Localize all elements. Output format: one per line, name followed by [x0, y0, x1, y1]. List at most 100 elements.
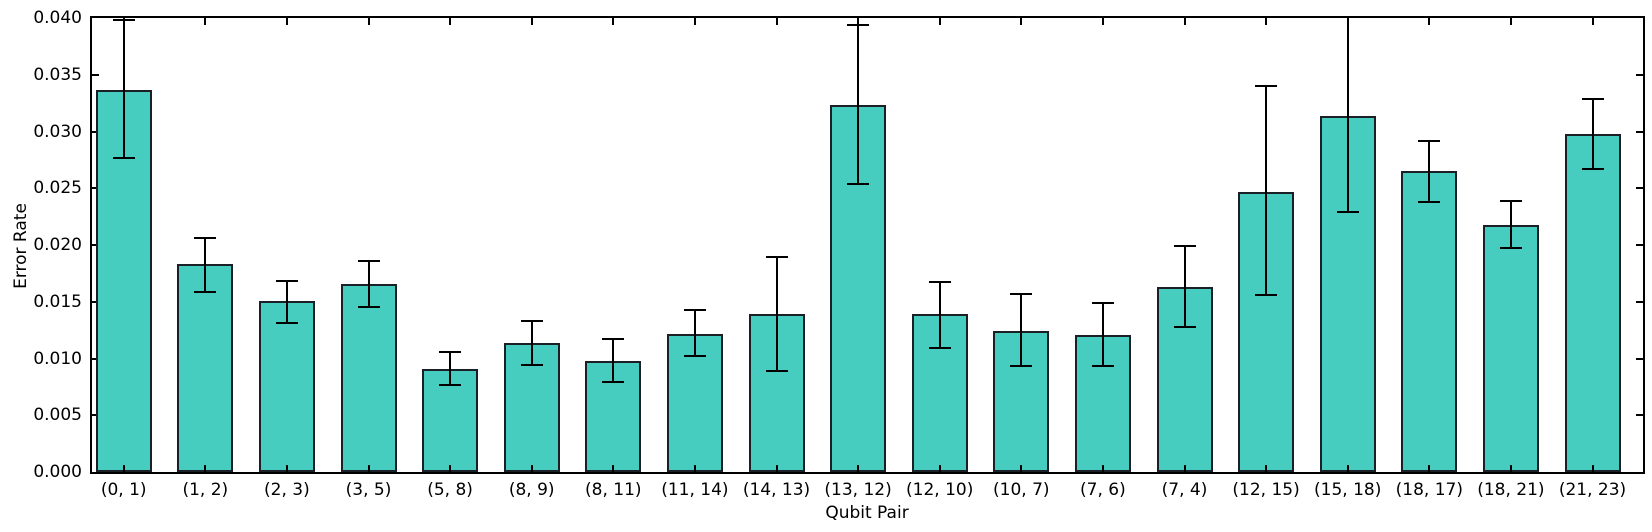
- y-tick-mark: [92, 187, 99, 190]
- y-tick-mark: [92, 300, 99, 303]
- error-bar-cap-top: [439, 350, 462, 353]
- error-bar-line: [1428, 140, 1431, 202]
- error-bar-cap-top: [1499, 199, 1522, 202]
- x-tick-label: (18, 21): [1477, 480, 1545, 500]
- x-tick-mark: [1509, 465, 1512, 472]
- x-tick-mark: [204, 465, 207, 472]
- x-tick-label: (13, 12): [824, 480, 892, 500]
- x-tick-label: (3, 5): [345, 480, 392, 500]
- error-bar-cap-bottom: [1091, 365, 1114, 368]
- error-bar-line: [612, 339, 615, 383]
- y-tick-mark: [92, 414, 99, 417]
- error-bar-cap-bottom: [928, 347, 951, 350]
- x-tick-label: (21, 23): [1558, 480, 1627, 500]
- x-tick-mark: [1101, 18, 1104, 25]
- y-tick-mark: [92, 357, 99, 360]
- x-tick-mark: [122, 18, 125, 25]
- x-tick-label: (7, 6): [1080, 480, 1126, 500]
- x-tick-mark: [285, 18, 288, 25]
- x-tick-label: (2, 3): [264, 480, 310, 500]
- x-tick-mark: [285, 465, 288, 472]
- error-bar-cap-bottom: [1255, 293, 1278, 296]
- y-tick-label: 0.030: [33, 121, 82, 142]
- y-tick-label: 0.010: [33, 348, 82, 369]
- y-tick-mark: [1636, 300, 1643, 303]
- error-bar-line: [1346, 18, 1349, 213]
- error-bar-cap-bottom: [275, 322, 298, 325]
- bar: [993, 331, 1050, 472]
- x-tick-mark: [857, 465, 860, 472]
- error-bar-cap-bottom: [847, 182, 870, 185]
- x-tick-mark: [1509, 18, 1512, 25]
- x-tick-mark: [1265, 18, 1268, 25]
- error-bar-cap-top: [1255, 85, 1278, 88]
- bar: [911, 314, 968, 472]
- error-bar-line: [693, 309, 696, 357]
- y-tick-label: 0.000: [33, 462, 82, 482]
- error-bar-line: [857, 24, 860, 184]
- x-tick-label: (5, 8): [427, 480, 473, 500]
- error-bar-cap-bottom: [1336, 211, 1359, 214]
- error-bar-cap-bottom: [194, 290, 217, 293]
- bar: [258, 300, 315, 472]
- error-bar-cap-top: [194, 237, 217, 240]
- error-bar-cap-top: [928, 281, 951, 284]
- x-tick-mark: [938, 465, 941, 472]
- x-tick-mark: [449, 465, 452, 472]
- y-tick-mark: [1636, 357, 1643, 360]
- y-tick-mark: [1636, 73, 1643, 76]
- x-tick-mark: [367, 465, 370, 472]
- error-bar-line: [530, 321, 533, 366]
- error-bar-cap-top: [1091, 301, 1114, 304]
- error-bar-cap-top: [1581, 97, 1604, 100]
- x-tick-mark: [122, 465, 125, 472]
- x-tick-mark: [775, 18, 778, 25]
- x-tick-mark: [1265, 465, 1268, 472]
- x-tick-mark: [530, 18, 533, 25]
- x-tick-mark: [449, 18, 452, 25]
- error-bar-line: [1020, 293, 1023, 367]
- error-bar-cap-top: [683, 308, 706, 311]
- error-bar-cap-bottom: [765, 369, 788, 372]
- error-bar-cap-top: [765, 256, 788, 259]
- x-tick-label: (15, 18): [1314, 480, 1382, 500]
- x-tick-mark: [1101, 465, 1104, 472]
- y-tick-mark: [1636, 414, 1643, 417]
- x-tick-mark: [693, 18, 696, 25]
- x-tick-mark: [1428, 18, 1431, 25]
- bar: [177, 264, 234, 472]
- error-bar-line: [1265, 86, 1268, 295]
- x-axis-title: Qubit Pair: [825, 503, 909, 523]
- error-bar-cap-bottom: [1010, 365, 1033, 368]
- y-tick-label: 0.015: [33, 291, 82, 312]
- error-bar-cap-top: [1173, 245, 1196, 248]
- x-tick-mark: [1020, 18, 1023, 25]
- x-tick-mark: [1591, 18, 1594, 25]
- error-bar-cap-bottom: [112, 156, 135, 159]
- x-tick-mark: [857, 18, 860, 25]
- x-tick-mark: [693, 465, 696, 472]
- error-bar-cap-top: [1418, 139, 1441, 142]
- y-tick-mark: [1636, 130, 1643, 133]
- x-tick-label: (14, 13): [742, 480, 811, 500]
- x-tick-mark: [775, 465, 778, 472]
- error-bar-cap-bottom: [683, 355, 706, 358]
- bar: [1482, 224, 1539, 472]
- error-bar-cap-bottom: [439, 383, 462, 386]
- error-bar-cap-top: [602, 338, 625, 341]
- error-bar-cap-top: [520, 320, 543, 323]
- y-tick-mark: [92, 130, 99, 133]
- error-bar-line: [449, 351, 452, 385]
- error-bar-cap-bottom: [520, 364, 543, 367]
- y-tick-label: 0.035: [33, 64, 82, 85]
- x-tick-mark: [1346, 465, 1349, 472]
- x-tick-mark: [367, 18, 370, 25]
- y-tick-label: 0.020: [33, 235, 82, 255]
- x-tick-label: (8, 11): [585, 480, 642, 500]
- error-bar-cap-bottom: [602, 381, 625, 384]
- y-tick-label: 0.005: [33, 405, 82, 426]
- x-tick-mark: [1428, 465, 1431, 472]
- x-tick-mark: [1346, 18, 1349, 25]
- bar: [340, 283, 397, 472]
